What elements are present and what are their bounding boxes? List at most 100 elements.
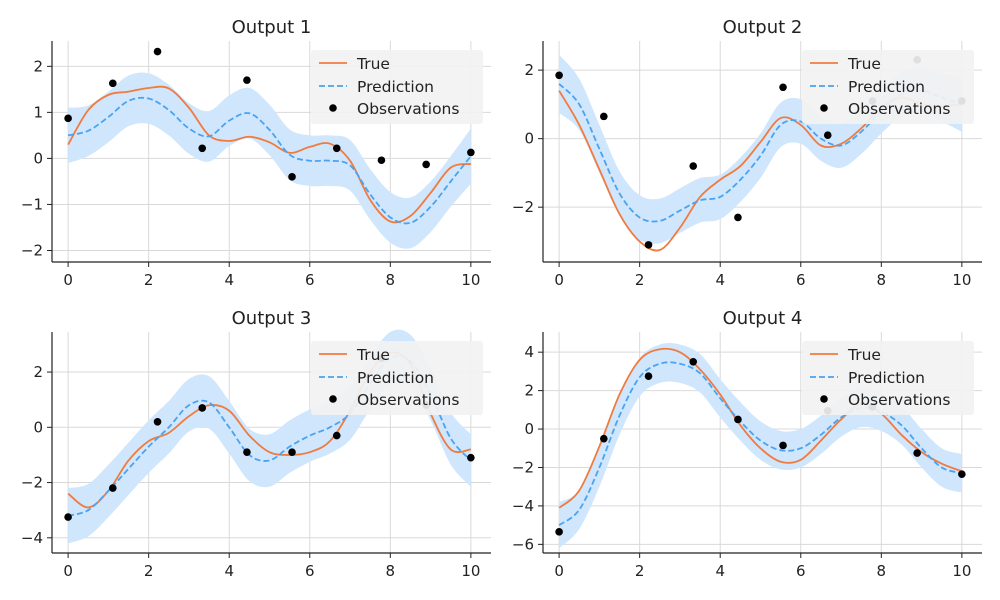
- y-tick-label: −4: [512, 497, 534, 515]
- y-tick-label: −2: [21, 241, 43, 259]
- x-tick-label: 8: [877, 271, 887, 289]
- x-tick-label: 8: [386, 562, 396, 580]
- legend-observations-swatch: [820, 104, 828, 112]
- observation-point: [600, 112, 608, 121]
- y-tick-label: −1: [21, 195, 43, 213]
- legend-box: [311, 50, 483, 124]
- observation-point: [332, 431, 341, 440]
- x-tick-label: 2: [635, 562, 645, 580]
- legend-true-label: True: [847, 55, 881, 73]
- observation-point: [243, 76, 251, 84]
- observation-point: [555, 528, 563, 536]
- observation-point: [288, 173, 296, 181]
- legend-observations-label: Observations: [848, 391, 950, 409]
- y-tick-label: −2: [512, 458, 534, 476]
- y-tick-label: 2: [524, 382, 534, 400]
- y-tick-label: 4: [524, 343, 534, 361]
- legend-true-label: True: [356, 346, 390, 364]
- observation-point: [198, 144, 207, 153]
- observation-point: [779, 83, 787, 92]
- x-tick-label: 10: [461, 562, 480, 580]
- observation-point: [958, 470, 966, 479]
- observation-point: [779, 441, 787, 450]
- observation-point: [153, 47, 162, 56]
- legend-prediction-label: Prediction: [357, 78, 434, 96]
- legend-box: [802, 341, 974, 415]
- legend: True Prediction Observations: [311, 341, 483, 415]
- legend-box: [311, 341, 483, 415]
- y-tick-label: −2: [21, 474, 43, 492]
- observation-point: [467, 453, 475, 462]
- observation-point: [109, 484, 117, 492]
- x-tick-label: 4: [715, 562, 725, 580]
- x-tick-label: 4: [224, 271, 234, 289]
- observation-point: [109, 79, 117, 88]
- legend-observations-label: Observations: [848, 100, 950, 118]
- true-line: [558, 347, 963, 509]
- observation-point: [823, 131, 832, 140]
- uncertainty-band: [559, 54, 962, 244]
- observation-point: [377, 156, 386, 165]
- y-tick-label: 0: [524, 130, 534, 148]
- y-tick-label: −4: [21, 529, 43, 547]
- legend-prediction-label: Prediction: [848, 369, 925, 387]
- observation-point: [644, 241, 653, 249]
- legend-true-label: True: [356, 55, 390, 73]
- observation-point: [644, 372, 653, 381]
- y-tick-label: 0: [33, 418, 43, 436]
- x-tick-label: 6: [796, 271, 806, 289]
- legend-prediction-label: Prediction: [848, 78, 925, 96]
- observation-point: [689, 357, 698, 366]
- legend-observations-swatch: [329, 104, 337, 112]
- observation-point: [198, 404, 207, 412]
- y-tick-label: 2: [33, 57, 43, 75]
- x-tick-label: 10: [461, 271, 480, 289]
- observation-point: [153, 417, 162, 426]
- x-tick-label: 8: [386, 271, 396, 289]
- legend-observations-label: Observations: [357, 100, 459, 118]
- subplot-3: 0 2 4 6 8 10 −4 −2 0 2 Output 3 True Prediction Obser…: [21, 308, 491, 580]
- x-tick-label: 2: [635, 271, 645, 289]
- y-tick-label: 0: [33, 149, 43, 167]
- observation-point: [243, 448, 251, 456]
- subplot-2: 0 2 4 6 8 10 −2 0 2 Output 2 True Prediction Observa…: [512, 17, 982, 289]
- observation-point: [913, 449, 921, 457]
- y-tick-label: 2: [33, 363, 43, 381]
- true-line: [67, 85, 472, 224]
- y-tick-label: 2: [524, 61, 534, 79]
- x-tick-label: 6: [305, 562, 315, 580]
- legend-observations-swatch: [329, 395, 337, 403]
- x-tick-label: 8: [877, 562, 887, 580]
- subplot-title: Output 4: [723, 308, 803, 329]
- x-tick-label: 2: [144, 562, 154, 580]
- y-tick-label: 1: [33, 103, 43, 121]
- observation-point: [600, 434, 608, 443]
- subplot-title: Output 3: [232, 308, 312, 329]
- legend: True Prediction Observations: [311, 50, 483, 124]
- prediction-line: [558, 361, 963, 526]
- x-tick-label: 2: [144, 271, 154, 289]
- legend-box: [802, 50, 974, 124]
- observation-point: [467, 148, 475, 157]
- subplot-4: 0 2 4 6 8 10 −6 −4 −2 0 2 4 Output 4 True Prediction Ob…: [512, 308, 982, 580]
- y-tick-label: 0: [524, 420, 534, 438]
- x-tick-label: 4: [224, 562, 234, 580]
- observation-point: [332, 144, 341, 153]
- observation-point: [422, 160, 430, 169]
- x-tick-label: 6: [796, 562, 806, 580]
- x-tick-label: 0: [63, 271, 73, 289]
- x-tick-label: 4: [715, 271, 725, 289]
- legend-prediction-label: Prediction: [357, 369, 434, 387]
- y-tick-label: −2: [512, 198, 534, 216]
- x-tick-label: 0: [554, 271, 564, 289]
- subplot-title: Output 1: [232, 17, 312, 38]
- observation-point: [555, 71, 563, 80]
- uncertainty-band: [68, 72, 471, 249]
- y-tick-label: −6: [512, 535, 534, 553]
- x-tick-label: 10: [952, 271, 971, 289]
- observation-point: [689, 162, 698, 170]
- x-tick-label: 10: [952, 562, 971, 580]
- x-tick-label: 0: [63, 562, 73, 580]
- observation-point: [288, 448, 296, 456]
